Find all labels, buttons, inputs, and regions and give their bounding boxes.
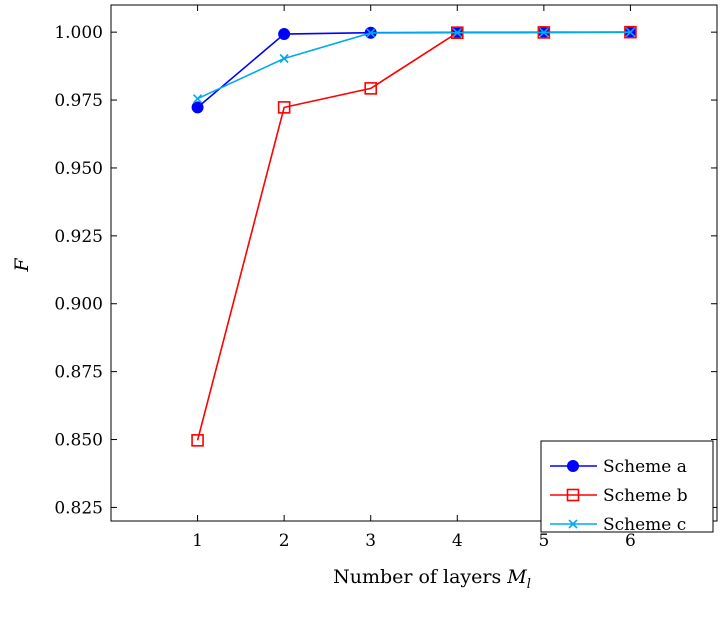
- y-tick-label: 0.825: [54, 498, 103, 518]
- data-point-scheme-b: [364, 82, 378, 95]
- data-point-scheme-b: [191, 434, 204, 447]
- x-axis-label-text: Number of layers: [333, 566, 507, 588]
- series-scheme-b: [191, 25, 637, 447]
- data-point-scheme-a: [191, 101, 204, 114]
- legend-marker-scheme-b: [566, 488, 580, 502]
- data-point-scheme-c: [539, 27, 549, 37]
- data-point-scheme-c: [193, 94, 203, 104]
- y-tick-label: 0.925: [54, 227, 103, 247]
- legend-item-scheme-a: Scheme a: [550, 457, 687, 477]
- y-tick-label: 0.900: [54, 295, 103, 315]
- y-tick-label: 0.950: [54, 159, 103, 179]
- series-line-scheme-c: [197, 31, 631, 100]
- data-point-scheme-c: [452, 28, 462, 38]
- legend-label-scheme-c: Scheme c: [603, 515, 686, 535]
- plot-area-frame: [110, 4, 718, 522]
- legend-marker-scheme-c-stroke: [568, 519, 578, 529]
- legend: Scheme a Scheme b Scheme c: [540, 440, 714, 535]
- y-axis-label: F: [11, 258, 33, 273]
- axis-ticks: [111, 5, 717, 521]
- x-axis-label: Number of layers Ml: [333, 566, 531, 592]
- data-point-scheme-c-stroke: [279, 53, 289, 64]
- data-point-scheme-c: [279, 53, 289, 64]
- x-tick-label: 6: [625, 531, 636, 551]
- data-point-scheme-c-stroke: [539, 27, 549, 37]
- legend-marker-scheme-a: [567, 460, 579, 472]
- legend-box: [540, 440, 714, 533]
- series-scheme-c: [193, 27, 635, 104]
- data-point-scheme-c: [625, 27, 635, 37]
- data-point-scheme-c-stroke: [366, 28, 376, 38]
- axis-tick-labels: 1 2 3 4 5 6 0.825 0.850 0.875 0.900 0.925 0.950 0.97…: [54, 23, 636, 551]
- data-point-scheme-c-stroke: [193, 94, 203, 104]
- x-tick-label: 1: [192, 531, 203, 551]
- x-axis-label-symbol: M: [506, 566, 527, 588]
- legend-item-scheme-c: Scheme c: [550, 515, 686, 535]
- series-line-scheme-a: [197, 31, 631, 108]
- data-point-scheme-c: [366, 28, 376, 38]
- x-tick-label: 3: [365, 531, 376, 551]
- legend-item-scheme-b: Scheme b: [550, 486, 688, 506]
- data-point-scheme-a: [278, 28, 291, 41]
- y-tick-label: 0.975: [54, 91, 103, 111]
- data-point-scheme-b: [277, 101, 291, 114]
- data-point-scheme-c-stroke: [625, 27, 635, 37]
- y-tick-label: 1.000: [54, 23, 103, 43]
- y-tick-label: 0.875: [54, 363, 103, 383]
- x-tick-label: 5: [538, 531, 549, 551]
- series-line-scheme-b: [196, 31, 631, 441]
- y-tick-label: 0.850: [54, 431, 103, 451]
- x-tick-label: 4: [452, 531, 463, 551]
- legend-label-scheme-b: Scheme b: [603, 486, 688, 506]
- legend-marker-scheme-c: [568, 519, 578, 529]
- x-axis-label-subscript: l: [527, 577, 531, 592]
- data-point-scheme-c-stroke: [452, 28, 462, 38]
- legend-label-scheme-a: Scheme a: [603, 457, 687, 477]
- x-tick-label: 2: [279, 531, 290, 551]
- series-layer: [191, 25, 637, 447]
